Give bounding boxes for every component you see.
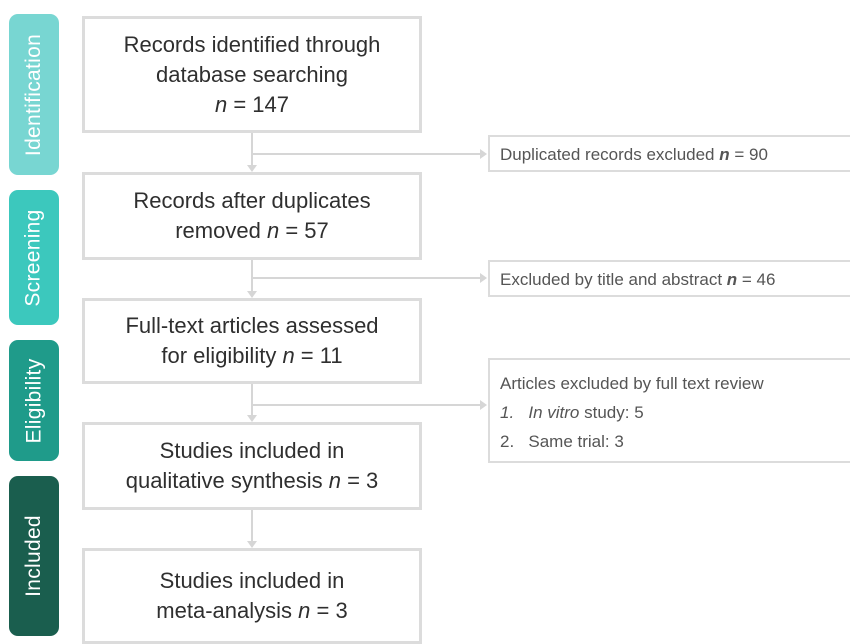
count-value: = 147 — [227, 91, 290, 117]
phase-eligibility-label: Eligibility — [22, 358, 45, 443]
phase-screening-label: Screening — [22, 208, 46, 307]
box-count: qualitative synthesis n = 3 — [126, 466, 379, 496]
phase-eligibility: Eligibility — [9, 340, 59, 461]
connector-line — [251, 384, 253, 415]
arrow-right-icon — [480, 400, 487, 410]
phase-included: Included — [9, 476, 59, 636]
count-value: = 3 — [310, 598, 348, 623]
count-value: = 57 — [279, 218, 329, 243]
full-text-excluded-box: Articles excluded by full text review 1.… — [488, 358, 850, 463]
n-symbol: n — [266, 218, 280, 243]
n-symbol: n — [719, 145, 730, 164]
qualitative-synthesis-box: Studies included in qualitative synthesi… — [82, 422, 422, 510]
exclusion-reason: 2. Same trial: 3 — [500, 427, 850, 456]
full-text-assessed-box: Full-text articles assessed for eligibil… — [82, 298, 422, 384]
connector-line — [252, 153, 480, 155]
count-value: = 3 — [340, 468, 379, 493]
n-symbol: n — [328, 468, 341, 493]
connector-line — [251, 133, 253, 165]
n-symbol: n — [726, 270, 738, 289]
count-value: = 46 — [737, 270, 776, 289]
box-line: Studies included in — [159, 438, 345, 463]
count-value: = 90 — [729, 145, 768, 164]
connector-line — [251, 510, 253, 541]
phase-included-label: Included — [22, 515, 46, 597]
box-line: for eligibility — [161, 343, 283, 368]
box-count: removed n = 57 — [175, 216, 329, 246]
box-line: Full-text articles assessed — [125, 313, 379, 338]
connector-line — [252, 404, 480, 406]
count-value: = 11 — [294, 343, 343, 368]
box-count: meta-analysis n = 3 — [156, 596, 347, 626]
exclusion-reason: 1. In vitro study: 5 — [500, 398, 850, 427]
phase-identification-label: Identification — [22, 33, 45, 156]
n-symbol: n — [282, 343, 295, 368]
arrow-down-icon — [247, 291, 257, 298]
records-identified-box: Records identified through database sear… — [82, 16, 422, 133]
connector-line — [251, 260, 253, 291]
exclusion-text: Excluded by title and abstract — [500, 270, 727, 289]
box-count: n = 147 — [215, 90, 289, 120]
reason-number: 2. — [500, 432, 515, 451]
arrow-right-icon — [480, 273, 487, 283]
exclusion-text: Duplicated records excluded — [500, 145, 720, 164]
reason-text: study: 5 — [579, 403, 644, 422]
meta-analysis-box: Studies included in meta-analysis n = 3 — [82, 548, 422, 644]
box-line: Studies included in — [159, 568, 345, 593]
exclusion-title: Articles excluded by full text review — [500, 374, 764, 393]
reason-number: 1. — [500, 403, 515, 422]
reason-text: Same trial: 3 — [528, 432, 624, 451]
box-line: Records after duplicates — [133, 188, 371, 213]
duplicates-excluded-box: Duplicated records excluded n = 90 — [488, 135, 850, 172]
box-count: for eligibility n = 11 — [161, 341, 342, 371]
reason-italic: In vitro — [528, 403, 580, 422]
connector-line — [252, 277, 480, 279]
arrow-down-icon — [247, 415, 257, 422]
box-line: database searching — [155, 61, 349, 87]
arrow-right-icon — [480, 149, 487, 159]
n-symbol: n — [214, 91, 228, 117]
title-abstract-excluded-box: Excluded by title and abstract n = 46 — [488, 260, 850, 297]
box-line: removed — [175, 218, 267, 243]
box-line: meta-analysis — [156, 598, 299, 623]
n-symbol: n — [298, 598, 311, 623]
arrow-down-icon — [247, 165, 257, 172]
phase-screening: Screening — [9, 190, 59, 325]
records-after-duplicates-box: Records after duplicates removed n = 57 — [82, 172, 422, 260]
box-line: qualitative synthesis — [125, 468, 329, 493]
arrow-down-icon — [247, 541, 257, 548]
box-line: Records identified through — [123, 31, 381, 57]
phase-identification: Identification — [9, 14, 59, 175]
